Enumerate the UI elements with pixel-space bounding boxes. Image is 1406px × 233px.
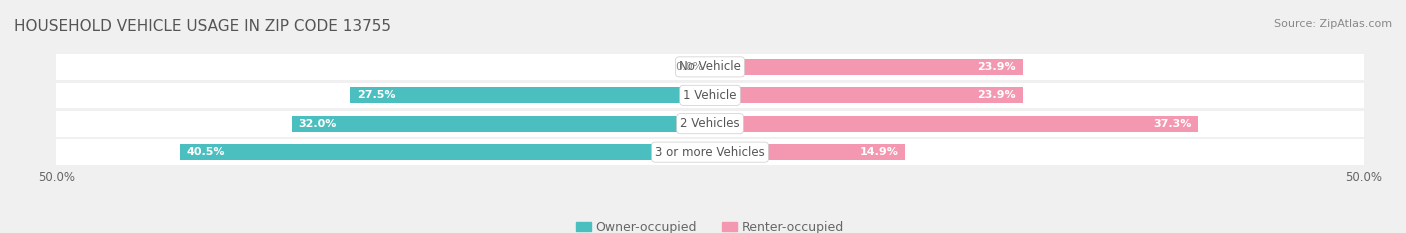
Bar — [56, 139, 1364, 165]
Bar — [56, 54, 1364, 80]
Bar — [56, 82, 1364, 108]
Bar — [710, 59, 1022, 75]
Text: 27.5%: 27.5% — [357, 90, 395, 100]
Text: 32.0%: 32.0% — [298, 119, 336, 129]
Legend: Owner-occupied, Renter-occupied: Owner-occupied, Renter-occupied — [575, 221, 845, 233]
Text: 1 Vehicle: 1 Vehicle — [683, 89, 737, 102]
Bar — [710, 116, 1198, 132]
Text: Source: ZipAtlas.com: Source: ZipAtlas.com — [1274, 19, 1392, 29]
Text: 23.9%: 23.9% — [977, 62, 1017, 72]
Bar — [56, 111, 1364, 137]
Text: 0.0%: 0.0% — [675, 62, 703, 72]
Text: 3 or more Vehicles: 3 or more Vehicles — [655, 146, 765, 159]
Text: 2 Vehicles: 2 Vehicles — [681, 117, 740, 130]
Text: HOUSEHOLD VEHICLE USAGE IN ZIP CODE 13755: HOUSEHOLD VEHICLE USAGE IN ZIP CODE 1375… — [14, 19, 391, 34]
Bar — [350, 87, 710, 103]
Text: 37.3%: 37.3% — [1153, 119, 1191, 129]
Text: 23.9%: 23.9% — [977, 90, 1017, 100]
Bar — [710, 144, 905, 160]
Text: 14.9%: 14.9% — [859, 147, 898, 157]
Bar — [291, 116, 710, 132]
Bar — [180, 144, 710, 160]
Text: 40.5%: 40.5% — [187, 147, 225, 157]
Text: No Vehicle: No Vehicle — [679, 60, 741, 73]
Bar — [710, 87, 1022, 103]
